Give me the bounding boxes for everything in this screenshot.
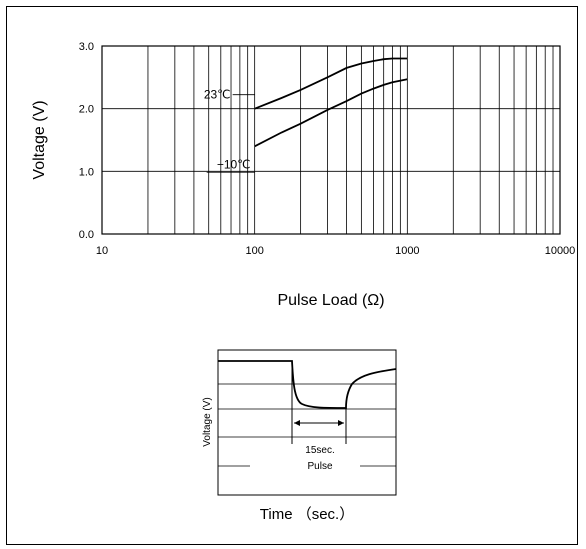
x-tick-label: 1000 [395,245,419,257]
top-chart-y-ticks: 0.0 1.0 2.0 3.0 [79,41,94,241]
y-tick-label: 3.0 [79,41,94,53]
waveform-x-axis-label: Time （sec.） [260,506,354,523]
arrowhead-left [294,420,300,426]
y-tick-label: 2.0 [79,104,94,116]
series-label: 23℃ [204,88,231,102]
waveform-trace [218,360,397,409]
series-line [254,57,408,110]
top-chart-grid [102,46,560,234]
waveform-y-axis-label: Voltage (V) [202,397,213,446]
pulse-load-chart: 0.0 1.0 2.0 3.0 10 100 1000 10000 23℃ −10℃ Volt… [31,41,575,309]
top-chart-series: 23℃ −10℃ [204,57,408,173]
x-tick-label: 10 [96,245,108,257]
waveform-grid [218,383,396,467]
y-tick-label: 1.0 [79,166,94,178]
top-chart-plot-area [101,45,561,235]
x-tick-label: 100 [245,245,263,257]
top-chart-y-axis-label: Voltage (V) [31,100,48,179]
y-tick-label: 0.0 [79,229,94,241]
x-tick-label: 10000 [545,245,576,257]
arrowhead-right [338,420,344,426]
pulse-waveform-chart: 15sec. Pulse Voltage (V) Time （sec.） [202,349,397,523]
series-label: −10℃ [217,157,251,171]
figure-frame [6,6,578,545]
pulse-label: Pulse [307,461,332,472]
waveform-plot-area [217,349,397,496]
pulse-duration-label: 15sec. [305,445,334,456]
top-chart-x-ticks: 10 100 1000 10000 [96,245,575,257]
series-line [254,78,408,148]
top-chart-x-axis-label: Pulse Load (Ω) [277,292,384,309]
